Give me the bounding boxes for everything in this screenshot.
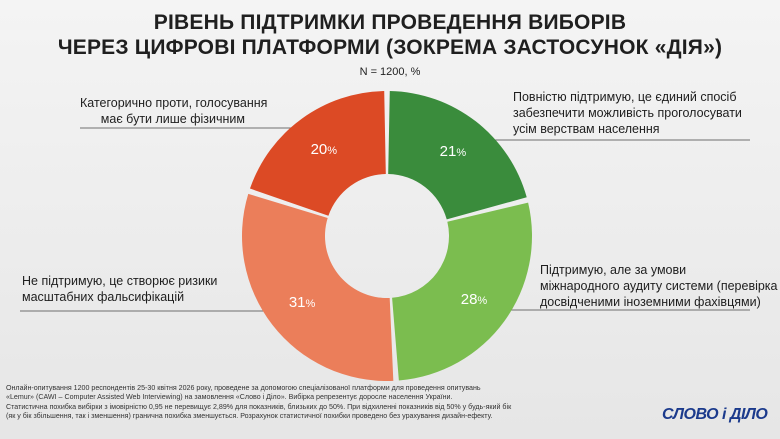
- chart-title: РІВЕНЬ ПІДТРИМКИ ПРОВЕДЕННЯ ВИБОРІВ ЧЕРЕ…: [0, 10, 780, 60]
- slice-support-with-audit: [392, 202, 532, 381]
- slice-label-line: Повністю підтримую, це єдиний спосіб: [513, 90, 737, 104]
- slice-label-full-support: Повністю підтримую, це єдиний спосіб заб…: [513, 89, 742, 137]
- slice-value-label: 20%: [311, 141, 338, 158]
- slice-label-categorically-against: Категорично проти, голосування має бути …: [80, 95, 268, 127]
- chart-subtitle: N = 1200, %: [359, 66, 421, 78]
- chart-title-line-2: ЧЕРЕЗ ЦИФРОВІ ПЛАТФОРМИ (ЗОКРЕМА ЗАСТОСУ…: [57, 36, 723, 59]
- methodology-footnote: Онлайн-опитування 1200 респондентів 25-3…: [6, 384, 566, 421]
- slice-categorically-against: [249, 91, 386, 216]
- slice-value-label: 28%: [461, 291, 488, 308]
- slice-label-no-support: Не підтримую, це створює ризики масштабн…: [22, 273, 217, 305]
- footnote-line: «Lemur» (CAWI – Computer Assisted Web In…: [6, 393, 453, 402]
- slovo-i-dilo-logo: СЛОВО і ДІЛО: [662, 406, 768, 423]
- slice-label-line: масштабних фальсифікацій: [22, 290, 185, 304]
- slice-label-line: має бути лише фізичним: [100, 112, 245, 126]
- slice-label-support-with-audit: Підтримую, але за умови міжнародного ауд…: [540, 262, 778, 310]
- slice-value-label: 21%: [440, 143, 467, 160]
- footnote-line: Онлайн-опитування 1200 респондентів 25-3…: [6, 384, 481, 392]
- slice-label-line: забезпечити можливість проголосувати: [513, 106, 742, 120]
- slice-full-support: [388, 91, 527, 220]
- slice-value-label: 31%: [289, 294, 316, 311]
- slice-no-support: [242, 193, 394, 381]
- footnote-line: Статистична похибка вибірки з імовірніст…: [6, 402, 512, 411]
- slice-label-line: Категорично проти, голосування: [80, 96, 268, 110]
- slice-label-line: Не підтримую, це створює ризики: [22, 274, 218, 288]
- slice-label-line: досвідченими іноземними фахівцями): [540, 295, 761, 309]
- footnote-line: (як у бік збільшення, так і зменшення) г…: [6, 411, 493, 420]
- chart-title-line-1: РІВЕНЬ ПІДТРИМКИ ПРОВЕДЕННЯ ВИБОРІВ: [153, 11, 627, 34]
- slice-label-line: Підтримую, але за умови: [540, 263, 687, 277]
- slice-label-line: міжнародного аудиту системи (перевірка: [540, 279, 778, 293]
- slice-label-line: усім верствам населення: [513, 122, 660, 136]
